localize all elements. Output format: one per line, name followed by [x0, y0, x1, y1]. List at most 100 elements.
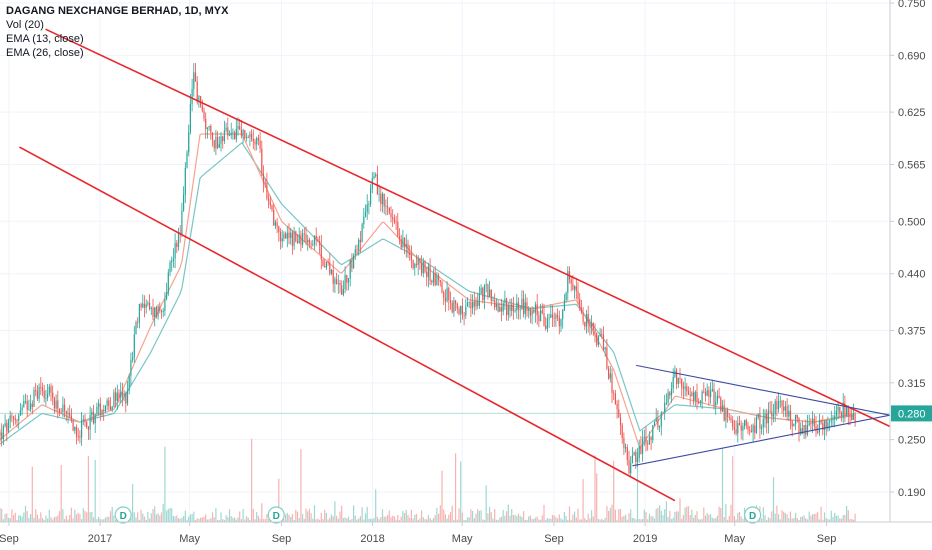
candle-body: [436, 275, 438, 286]
candle-body: [268, 198, 270, 201]
volume-bar: [778, 514, 780, 522]
candle-body: [789, 410, 792, 422]
candle-body: [220, 136, 222, 144]
volume-bar: [402, 510, 404, 522]
price-axis[interactable]: 0.750 0.690 0.625 0.565 0.500 0.440 0.375 0.315…: [890, 0, 926, 499]
volume-bar: [310, 513, 312, 522]
dividend-marker[interactable]: [267, 506, 285, 524]
volume-bar: [290, 517, 292, 522]
volume-bar: [172, 515, 174, 522]
volume-bar: [55, 516, 57, 522]
volume-bar: [570, 519, 572, 522]
candle-body: [565, 292, 567, 301]
volume-bar: [339, 511, 341, 522]
trendline-channel-lower[interactable]: [19, 146, 676, 502]
candle-body: [701, 391, 703, 403]
candle-body: [40, 387, 42, 388]
volume-bar: [698, 518, 700, 522]
candle-body: [769, 410, 771, 412]
candle-body: [732, 420, 734, 427]
volume-bar: [540, 519, 542, 522]
volume-bar: [50, 517, 52, 522]
candle-body: [694, 391, 696, 401]
candle-body: [728, 416, 730, 418]
candle-body: [312, 244, 314, 246]
volume-bar: [776, 505, 778, 522]
candle-body: [689, 394, 691, 396]
volume-bar: [725, 504, 727, 522]
volume-indicator-label[interactable]: Vol (20): [6, 19, 44, 31]
volume-bar: [137, 512, 139, 522]
candle-body: [36, 391, 38, 399]
time-axis[interactable]: Sep 2017 May Sep 2018 May Sep 2019 May Sep: [0, 522, 836, 545]
candle-body: [475, 301, 477, 307]
candle-body: [431, 280, 433, 283]
ema26-indicator-label[interactable]: EMA (26, close): [6, 47, 84, 59]
candle-body: [778, 401, 780, 410]
volume-bar: [681, 518, 683, 522]
volume-bar: [781, 510, 783, 522]
candle-body: [2, 426, 4, 440]
volume-bar: [511, 509, 513, 522]
candle-body: [198, 96, 200, 103]
trendline-channel-upper[interactable]: [45, 28, 891, 428]
volume-bar: [455, 453, 457, 522]
volume-bar: [315, 519, 317, 522]
volume-bar: [319, 519, 321, 522]
volume-bar: [460, 461, 462, 522]
ema13-indicator-label[interactable]: EMA (13, close): [6, 33, 84, 45]
volume-bar: [14, 512, 16, 522]
chart-legend: DAGANG NEXCHANGE BERHAD, 1D, MYX Vol (20…: [6, 4, 228, 60]
price-tick-label: 0.440: [898, 269, 926, 281]
volume-bar: [135, 517, 137, 522]
volume-bar: [723, 517, 725, 522]
candle-body: [711, 389, 713, 392]
trendlines: [19, 28, 891, 502]
candle-body: [514, 310, 516, 312]
candle-body: [784, 406, 786, 411]
candle-body: [456, 303, 458, 309]
candle-body: [291, 232, 293, 246]
volume-bar: [577, 508, 579, 522]
dividend-marker[interactable]: [114, 506, 132, 524]
candle-body: [708, 390, 710, 398]
candle-body: [597, 336, 599, 345]
volume-bar: [84, 510, 86, 522]
candle-body: [538, 315, 540, 322]
volume-bar: [786, 514, 788, 522]
volume-bar: [18, 515, 20, 522]
volume-bar: [278, 478, 280, 522]
candle-body: [410, 254, 412, 260]
candle-body: [767, 410, 769, 424]
volume-bar: [9, 518, 11, 522]
candle-body: [230, 132, 232, 136]
candle-body: [271, 204, 273, 210]
trendline-triangle-lower[interactable]: [632, 414, 891, 467]
candle-body: [494, 300, 496, 308]
candle-body: [305, 234, 307, 243]
volume-bar: [33, 517, 35, 522]
candle-body: [89, 415, 91, 430]
volume-bar: [30, 514, 32, 522]
volume-bar: [788, 518, 790, 522]
volume-bar: [507, 504, 509, 522]
volume-bar: [23, 512, 25, 522]
dividend-marker[interactable]: [744, 506, 762, 524]
candle-body: [247, 137, 249, 138]
trendline-triangle-upper[interactable]: [636, 364, 891, 416]
volume-bar: [58, 511, 61, 522]
volume-bar: [171, 508, 173, 522]
candle-body: [4, 423, 6, 427]
candle-body: [41, 387, 44, 392]
candle-body: [264, 182, 266, 184]
volume-bar: [597, 518, 599, 522]
volume-bar: [451, 505, 453, 522]
candle-body: [771, 411, 773, 417]
price-tick-label: 0.315: [898, 378, 926, 390]
volume-bar: [410, 509, 412, 522]
candle-body: [252, 139, 254, 142]
candle-body: [227, 127, 229, 136]
volume-bar: [494, 509, 496, 522]
volume-bar: [735, 519, 737, 522]
